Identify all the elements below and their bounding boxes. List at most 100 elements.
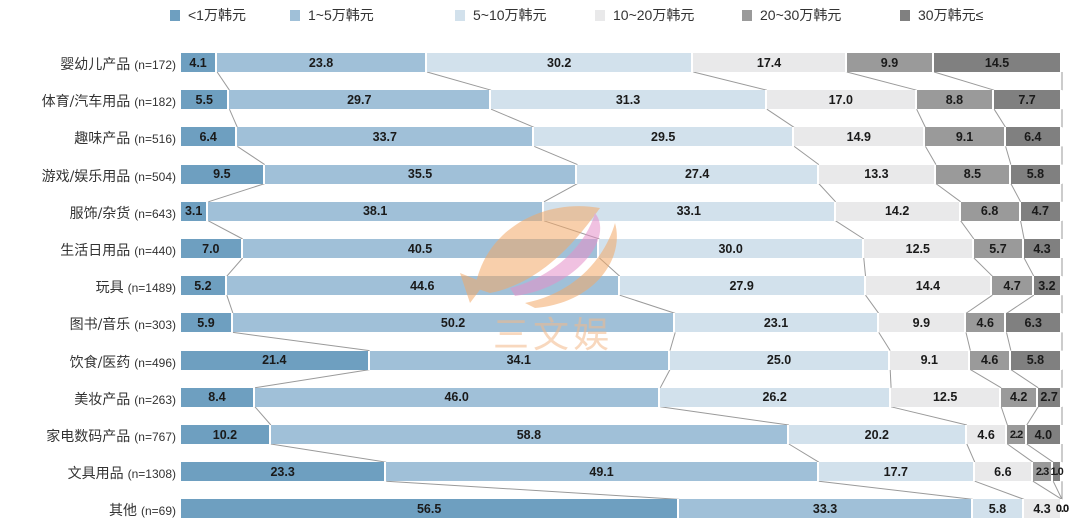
segment-value: 9.1 xyxy=(920,353,938,368)
segment-value: 9.9 xyxy=(880,55,899,70)
segment-value: 14.5 xyxy=(984,55,1010,70)
legend-label: <1万韩元 xyxy=(188,7,246,23)
segment-value: 5.7 xyxy=(989,241,1007,256)
bar-segment: 14.9 xyxy=(794,127,926,147)
legend-swatch-icon xyxy=(170,9,180,21)
segment-value: 27.9 xyxy=(729,278,754,293)
bar-segment: 4.6 xyxy=(965,313,1007,333)
bar-segment: 4.3 xyxy=(1024,499,1062,519)
legend-swatch-icon xyxy=(900,9,910,21)
bar-segment: 33.3 xyxy=(679,499,973,519)
bar-segment: 5.7 xyxy=(973,239,1025,258)
category-name: 美妆产品 xyxy=(74,391,131,408)
bar-segment: 12.5 xyxy=(863,239,974,258)
bar-segment: 3.1 xyxy=(181,201,209,221)
segment-value: 40.5 xyxy=(407,241,433,256)
bar-segment: 4.7 xyxy=(992,276,1034,296)
segment-value: 29.7 xyxy=(347,92,372,107)
bar-segment: 14.2 xyxy=(835,201,961,221)
bar-segment: 2.7 xyxy=(1038,387,1062,407)
bar-segment: 2.3 xyxy=(1032,462,1054,482)
bar-segment: 14.5 xyxy=(934,53,1062,72)
segment-value: 23.1 xyxy=(763,315,789,330)
segment-value: 17.0 xyxy=(828,92,853,107)
bar-segment: 56.5 xyxy=(181,499,680,519)
segment-value: 4.1 xyxy=(189,55,207,70)
category-name: 文具用品 xyxy=(67,466,124,483)
bar-segment: 38.1 xyxy=(208,201,544,221)
sample-size: (n=496) xyxy=(134,355,176,370)
segment-value: 23.3 xyxy=(270,464,295,479)
category-label: 家电数码产品 (n=767) xyxy=(0,426,176,446)
bar-segment: 5.8 xyxy=(1010,164,1062,184)
segment-value: 2.2 xyxy=(1009,428,1023,441)
bar-segment: 35.5 xyxy=(264,164,578,184)
legend-label: 10~20万韩元 xyxy=(613,7,695,23)
category-label: 游戏/娱乐用品 (n=504) xyxy=(0,166,176,186)
sample-size: (n=69) xyxy=(140,504,176,519)
bar-segment: 14.4 xyxy=(865,276,993,296)
segment-value: 6.4 xyxy=(1024,129,1042,144)
bar-segment: 30.2 xyxy=(427,53,694,72)
bar-segment: 50.2 xyxy=(232,313,676,333)
legend-swatch-icon xyxy=(742,9,752,21)
legend-swatch-icon xyxy=(290,9,300,21)
bar-segment: 5.5 xyxy=(181,90,230,110)
segment-value: 2.7 xyxy=(1040,390,1058,405)
segment-value: 4.6 xyxy=(980,353,999,368)
segment-value: 8.5 xyxy=(963,167,982,182)
category-label: 其他 (n=69) xyxy=(0,500,176,520)
bar-segment: 21.4 xyxy=(181,350,370,370)
category-label: 文具用品 (n=1308) xyxy=(0,463,176,483)
bar-segment: 23.8 xyxy=(217,53,428,72)
bar-segment: 9.1 xyxy=(925,127,1006,147)
bar-segment: 29.5 xyxy=(534,127,795,147)
bar-segment: 5.9 xyxy=(181,313,233,333)
bar-segment: 7.7 xyxy=(994,90,1062,110)
bar-segment: 34.1 xyxy=(369,350,670,370)
segment-value: 26.2 xyxy=(762,390,787,405)
bar-segment: 8.5 xyxy=(936,164,1011,184)
bar-segment: 46.0 xyxy=(255,387,661,407)
bar-segment: 8.8 xyxy=(916,90,995,110)
segment-value: 8.8 xyxy=(945,92,964,107)
segment-value: 44.6 xyxy=(410,278,435,293)
segment-value: 12.5 xyxy=(905,241,930,256)
bar-segment: 30.0 xyxy=(599,239,864,258)
bar-segment: 9.5 xyxy=(181,164,265,184)
segment-value: 9.9 xyxy=(912,315,931,330)
segment-value: 4.3 xyxy=(1033,241,1051,256)
category-name: 其他 xyxy=(108,503,137,520)
segment-value: 27.4 xyxy=(684,167,710,182)
segment-value: 12.5 xyxy=(932,390,958,405)
category-label: 美妆产品 (n=263) xyxy=(0,389,176,409)
chart-legend: <1万韩元 1~5万韩元 5~10万韩元 10~20万韩元 20~30万韩元 30万韩元≤ xyxy=(0,5,1080,25)
segment-value: 14.4 xyxy=(915,278,941,293)
category-label: 玩具 (n=1489) xyxy=(0,277,176,297)
segment-value: 6.4 xyxy=(199,129,217,144)
bar-segment: 23.3 xyxy=(181,462,387,482)
bar-segment: 20.2 xyxy=(788,425,967,444)
segment-value: 58.8 xyxy=(516,427,542,442)
sample-size: (n=767) xyxy=(134,430,176,444)
segment-value: 4.7 xyxy=(1003,278,1021,293)
segment-value: 3.1 xyxy=(184,204,203,219)
bar-segment: 29.7 xyxy=(229,90,492,110)
segment-value: 21.4 xyxy=(262,353,287,368)
sample-size: (n=303) xyxy=(134,318,176,333)
segment-value: 5.8 xyxy=(988,501,1007,516)
bar-segment: 6.4 xyxy=(181,127,238,147)
bar-segment: 26.2 xyxy=(660,387,892,407)
bar-segment: 4.2 xyxy=(1001,387,1039,407)
bar-segment: 25.0 xyxy=(669,350,891,370)
bar-segment: 17.7 xyxy=(818,462,975,482)
legend-swatch-icon xyxy=(595,9,605,21)
category-name: 家电数码产品 xyxy=(46,429,131,445)
segment-value: 14.2 xyxy=(884,204,910,219)
bar-segment: 1.0 xyxy=(1050,462,1064,482)
bar-segment: 7.0 xyxy=(181,239,243,258)
sample-size: (n=440) xyxy=(134,244,176,258)
segment-value: 49.1 xyxy=(589,464,614,479)
bar-segment: 4.7 xyxy=(1020,201,1062,221)
category-name: 玩具 xyxy=(95,280,124,297)
